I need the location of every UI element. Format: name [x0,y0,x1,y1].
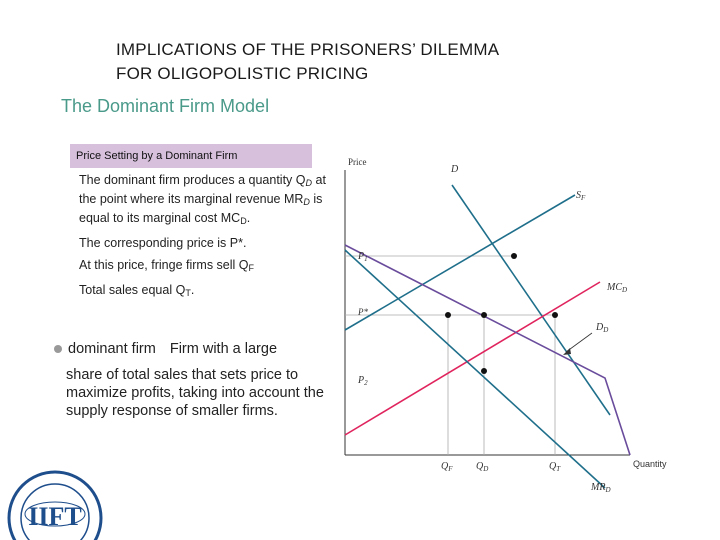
title-line-1: IMPLICATIONS OF THE PRISONERS’ DILEMMA [116,40,500,59]
x-axis-label: Quantity [633,459,667,469]
label-pstar: P* [357,307,368,317]
label-p2: P2 [357,375,368,387]
explanation-para-4: Total sales equal QT. [79,283,195,298]
marginal-revenue-curve [344,249,606,489]
explanation-panel: The dominant firm produces a quantity QD… [79,172,334,307]
dominant-firm-demand-curve [344,244,631,456]
label-d: D [450,164,459,175]
point-p1-demand [511,253,517,259]
label-mcd: MCD [606,282,627,294]
point-mc-mr [481,368,487,374]
label-mrd: MRD [590,482,611,494]
point-qd [481,312,487,318]
definition-block: dominant firm Firm with a large share of… [52,340,342,420]
title-line-2: FOR OLIGOPOLISTIC PRICING [116,64,369,83]
label-qd: QD [476,461,488,473]
explanation-para-2: The corresponding price is P*. [79,236,247,250]
definition-lead: Firm with a large [169,341,278,357]
market-demand-curve [451,184,611,416]
point-qf [445,312,451,318]
label-qf: QF [441,461,453,473]
explanation-para-1: The dominant firm produces a quantity QD… [79,173,326,226]
label-p1: P1 [357,251,368,263]
definition-term: dominant firm [68,341,156,357]
explanation-para-3: At this price, fringe firms sell QF [79,258,254,273]
y-axis-label: Price [348,157,367,167]
marginal-cost-curve [344,281,601,436]
fringe-supply-curve [344,194,576,331]
slide-subtitle: The Dominant Firm Model [61,96,270,116]
slide-title: IMPLICATIONS OF THE PRISONERS’ DILEMMA F… [116,38,499,86]
iift-logo-icon: IIFT [7,470,103,540]
label-dd: DD [595,322,608,334]
dd-arrow [565,332,593,353]
point-qt [552,312,558,318]
label-sf: SF [576,190,586,202]
label-qt: QT [549,461,561,473]
definition-body: share of total sales that sets price to … [66,367,324,419]
figure-caption: Price Setting by a Dominant Firm [70,144,312,168]
svg-text:IIFT: IIFT [28,502,81,531]
bullet-icon [54,345,62,353]
dd-arrowhead [563,348,571,355]
